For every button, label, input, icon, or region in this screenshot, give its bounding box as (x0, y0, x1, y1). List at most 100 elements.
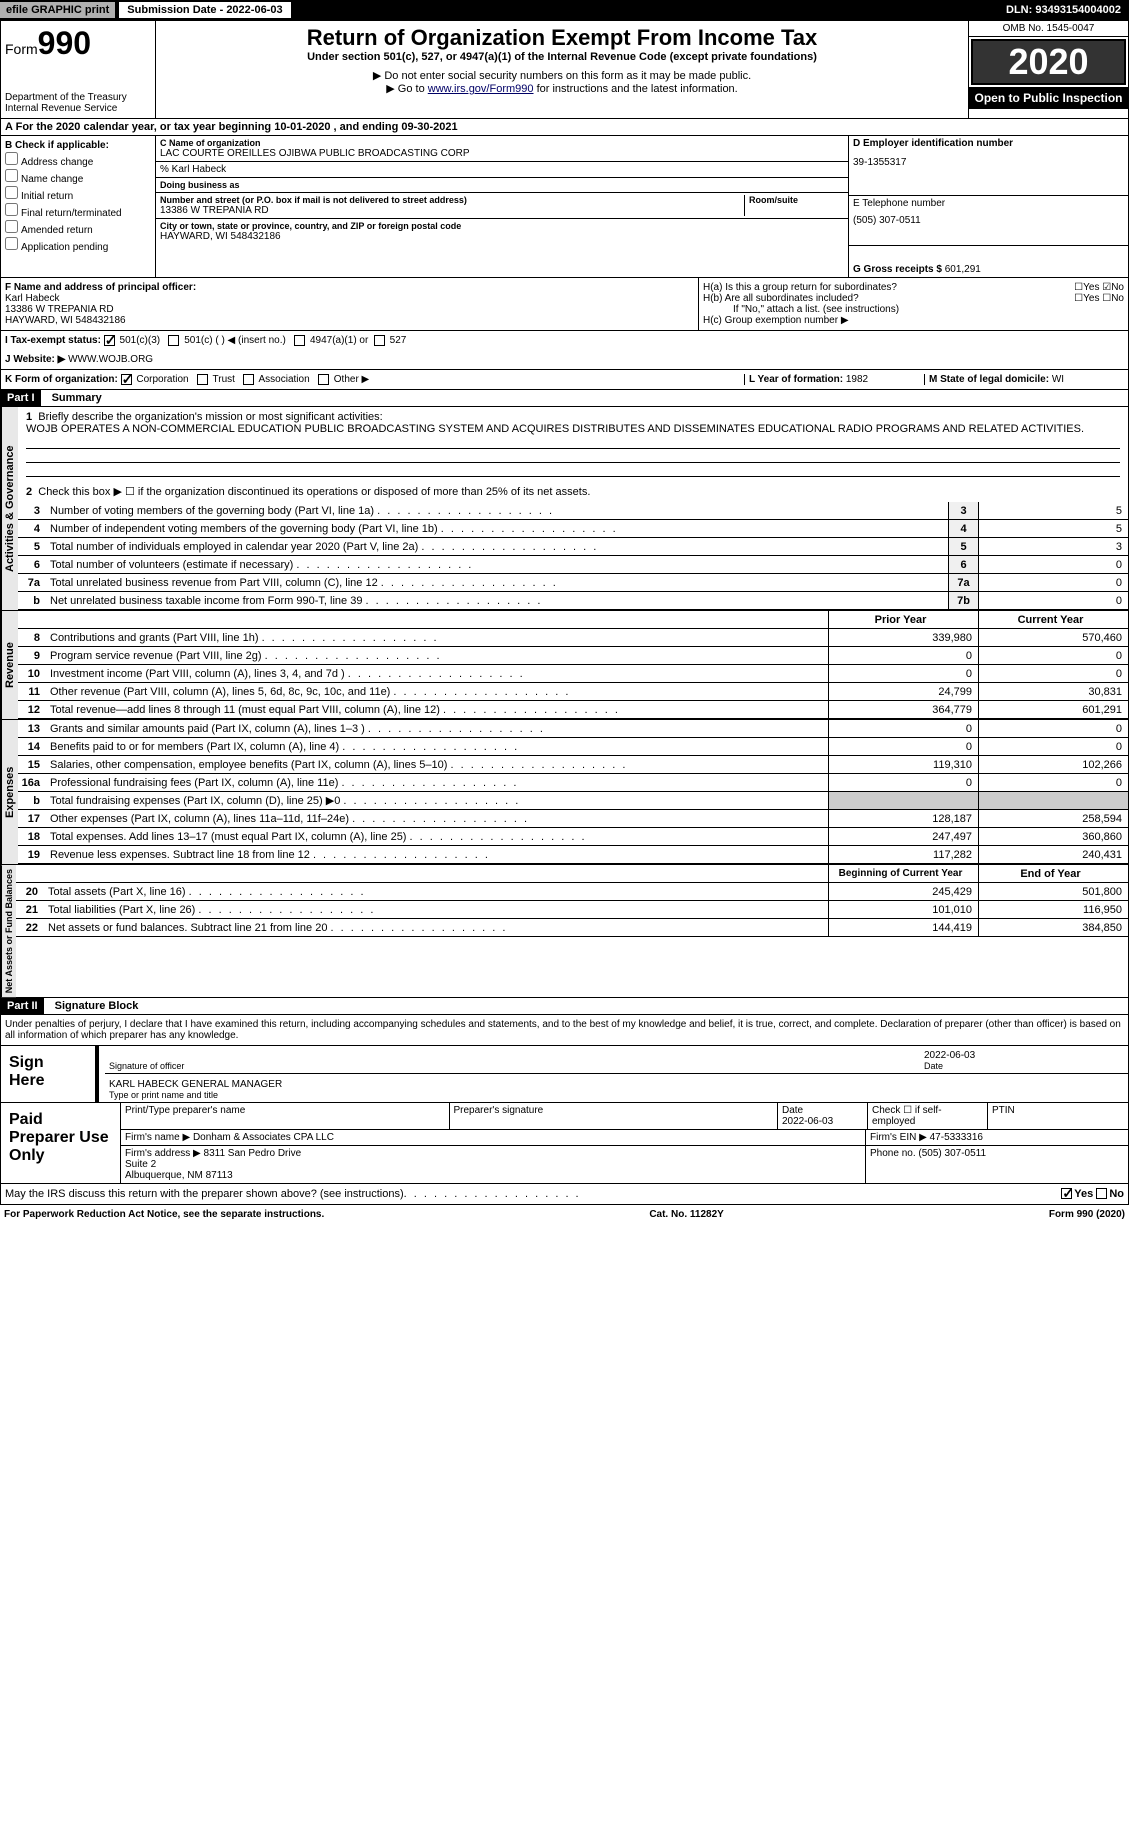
j-label: J Website: ▶ (5, 354, 65, 365)
form-subtitle: Under section 501(c), 527, or 4947(a)(1)… (160, 51, 964, 63)
part2-title-row: Part II Signature Block (1, 998, 1128, 1015)
officer-name-line: KARL HABECK GENERAL MANAGERType or print… (105, 1074, 1128, 1102)
side-expenses: Expenses (1, 720, 18, 864)
summary-line: 16aProfessional fundraising fees (Part I… (18, 774, 1128, 792)
dept-treasury: Department of the Treasury (5, 92, 151, 103)
prep-date-label: Date (782, 1105, 803, 1116)
boy-hdr: Beginning of Current Year (828, 865, 978, 882)
summary-line: 19Revenue less expenses. Subtract line 1… (18, 846, 1128, 864)
summary-line: bTotal fundraising expenses (Part IX, co… (18, 792, 1128, 810)
b-title: B Check if applicable: (5, 140, 151, 151)
firm-name: Donham & Associates CPA LLC (193, 1132, 334, 1143)
open-public: Open to Public Inspection (969, 87, 1128, 109)
501c3-check[interactable] (104, 335, 115, 346)
mission-block: 1 Briefly describe the organization's mi… (18, 407, 1128, 502)
tax-exempt-row: I Tax-exempt status: 501(c)(3) 501(c) ( … (0, 331, 1129, 350)
ha-no: No (1111, 282, 1124, 293)
part2-title: Signature Block (47, 1000, 139, 1012)
footer-left: For Paperwork Reduction Act Notice, see … (4, 1209, 324, 1220)
opt-4947: 4947(a)(1) or (310, 335, 368, 346)
opt-501c: 501(c) ( ) ◀ (insert no.) (184, 335, 286, 346)
501c-check[interactable] (168, 335, 179, 346)
sig-officer-label: Signature of officer (109, 1061, 924, 1071)
part1-title-row: Part I Summary (1, 390, 1128, 407)
l-label: L Year of formation: (749, 374, 843, 385)
b-checkbox-item[interactable]: Address change (5, 152, 151, 168)
b-checkbox-item[interactable]: Amended return (5, 220, 151, 236)
summary-line: 9Program service revenue (Part VIII, lin… (18, 647, 1128, 665)
revenue-section: Revenue Prior Year Current Year 8Contrib… (1, 610, 1128, 719)
ha-yes: Yes (1083, 282, 1099, 293)
b-checkbox-item[interactable]: Final return/terminated (5, 203, 151, 219)
submission-date: Submission Date - 2022-06-03 (119, 2, 290, 18)
opt-527: 527 (390, 335, 407, 346)
ha-label: H(a) Is this a group return for subordin… (703, 282, 1074, 293)
type-name-label: Type or print name and title (109, 1090, 1124, 1100)
527-check[interactable] (374, 335, 385, 346)
sign-here-row: Sign Here Signature of officer 2022-06-0… (1, 1045, 1128, 1102)
name-label: C Name of organization (160, 138, 844, 148)
officer-sig-line: Signature of officer 2022-06-03Date (105, 1046, 1128, 1074)
instructions-link[interactable]: www.irs.gov/Form990 (428, 83, 534, 95)
form-prefix: Form (5, 41, 38, 57)
header-left: Form990 Department of the Treasury Inter… (1, 21, 156, 118)
note-post: for instructions and the latest informat… (534, 83, 738, 95)
hb-note: If "No," attach a list. (see instruction… (703, 304, 1124, 315)
tax-year: 2020 (971, 39, 1126, 85)
sig-date-label: Date (924, 1061, 1124, 1071)
footer-right: Form 990 (2020) (1049, 1209, 1125, 1220)
side-governance: Activities & Governance (1, 407, 18, 610)
addr-cell: Number and street (or P.O. box if mail i… (156, 193, 848, 219)
side-revenue: Revenue (1, 611, 18, 719)
prep-name-label: Print/Type preparer's name (121, 1103, 450, 1129)
side-net: Net Assets or Fund Balances (1, 865, 16, 997)
col-headers-rev: Prior Year Current Year (18, 611, 1128, 629)
firm-name-label: Firm's name ▶ (125, 1132, 190, 1143)
current-year-hdr: Current Year (978, 611, 1128, 628)
officer-addr1: 13386 W TREPANIA RD (5, 304, 694, 315)
b-checkbox-item[interactable]: Initial return (5, 186, 151, 202)
page-footer: For Paperwork Reduction Act Notice, see … (0, 1205, 1129, 1224)
f-label: F Name and address of principal officer: (5, 282, 196, 293)
header-right: OMB No. 1545-0047 2020 Open to Public In… (968, 21, 1128, 118)
city-state-zip: HAYWARD, WI 548432186 (160, 231, 844, 242)
k-label: K Form of organization: (5, 374, 118, 385)
self-employed-check: Check ☐ if self-employed (868, 1103, 988, 1129)
org-name-cell: C Name of organization LAC COURTE OREILL… (156, 136, 848, 162)
gross-cell: G Gross receipts $ 601,291 (849, 246, 1128, 277)
sig-date-val: 2022-06-03 (924, 1050, 1124, 1061)
summary-line: 14Benefits paid to or for members (Part … (18, 738, 1128, 756)
footer-mid: Cat. No. 11282Y (649, 1209, 723, 1220)
discuss-no-check[interactable] (1096, 1188, 1107, 1199)
part1: Part I Summary Activities & Governance 1… (0, 390, 1129, 998)
hb-yes: Yes (1083, 293, 1099, 304)
instructions-note: ▶ Go to www.irs.gov/Form990 for instruct… (160, 82, 964, 95)
summary-line: 4Number of independent voting members of… (18, 520, 1128, 538)
discuss-no: No (1109, 1188, 1124, 1200)
dba-cell: Doing business as (156, 178, 848, 193)
city-label: City or town, state or province, country… (160, 221, 844, 231)
col-headers-net: Beginning of Current Year End of Year (16, 865, 1128, 883)
4947-check[interactable] (294, 335, 305, 346)
efile-label[interactable]: efile GRAPHIC print (0, 2, 115, 18)
summary-line: 15Salaries, other compensation, employee… (18, 756, 1128, 774)
dba-label: Doing business as (160, 180, 844, 190)
form-num: 990 (38, 25, 91, 61)
ein-label: D Employer identification number (853, 138, 1124, 149)
website-value: WWW.WOJB.ORG (68, 354, 153, 365)
discuss-yes: Yes (1074, 1188, 1093, 1200)
officer-group-row: F Name and address of principal officer:… (0, 278, 1129, 331)
prep-row2: Firm's name ▶ Donham & Associates CPA LL… (121, 1130, 1128, 1146)
tel-value: (505) 307-0511 (853, 215, 1124, 226)
top-bar: efile GRAPHIC print Submission Date - 20… (0, 0, 1129, 20)
q1-label: Briefly describe the organization's miss… (38, 411, 382, 423)
b-checkbox-item[interactable]: Name change (5, 169, 151, 185)
b-checkbox-item[interactable]: Application pending (5, 237, 151, 253)
discuss-yes-check[interactable] (1061, 1188, 1072, 1199)
officer-name: Karl Habeck (5, 293, 694, 304)
officer-addr2: HAYWARD, WI 548432186 (5, 315, 694, 326)
summary-line: 8Contributions and grants (Part VIII, li… (18, 629, 1128, 647)
ein-cell: D Employer identification number 39-1355… (849, 136, 1128, 196)
form-title: Return of Organization Exempt From Incom… (160, 25, 964, 51)
ein-value: 39-1355317 (853, 157, 1124, 168)
